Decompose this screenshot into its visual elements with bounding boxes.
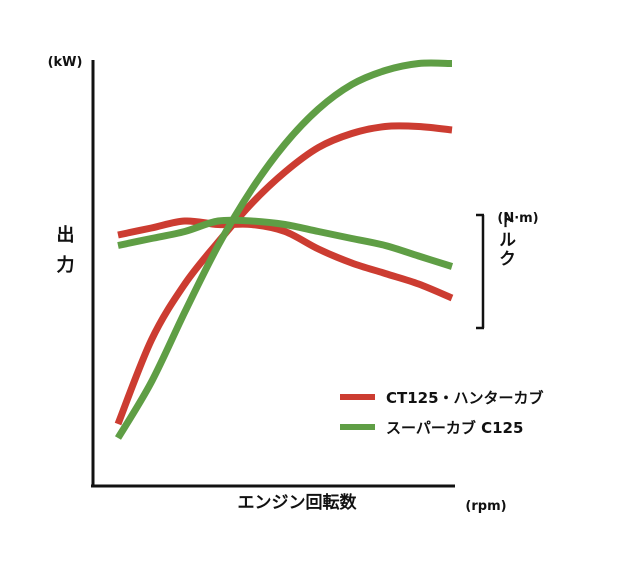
- torque-unit-label: (N·m): [497, 211, 538, 226]
- power-curve-c125: [115, 59, 453, 440]
- torque-axis-label: トルク: [495, 212, 516, 269]
- legend: CT125・ハンターカブ スーパーカブ C125: [340, 389, 544, 437]
- power-unit-label: (kW): [48, 55, 83, 70]
- torque-bracket: [476, 213, 485, 330]
- series-layer: [114, 59, 454, 440]
- x-axis-unit: (rpm): [465, 499, 506, 514]
- torque-curve-c125: [117, 216, 454, 270]
- legend-label-ct125: CT125・ハンターカブ: [386, 389, 544, 407]
- torque-curve-ct125: [117, 217, 454, 302]
- x-axis-label: エンジン回転数: [238, 492, 358, 513]
- legend-label-c125: スーパーカブ C125: [386, 419, 523, 437]
- power-axis-label: 出力: [54, 224, 75, 285]
- power-curve-ct125: [114, 122, 453, 426]
